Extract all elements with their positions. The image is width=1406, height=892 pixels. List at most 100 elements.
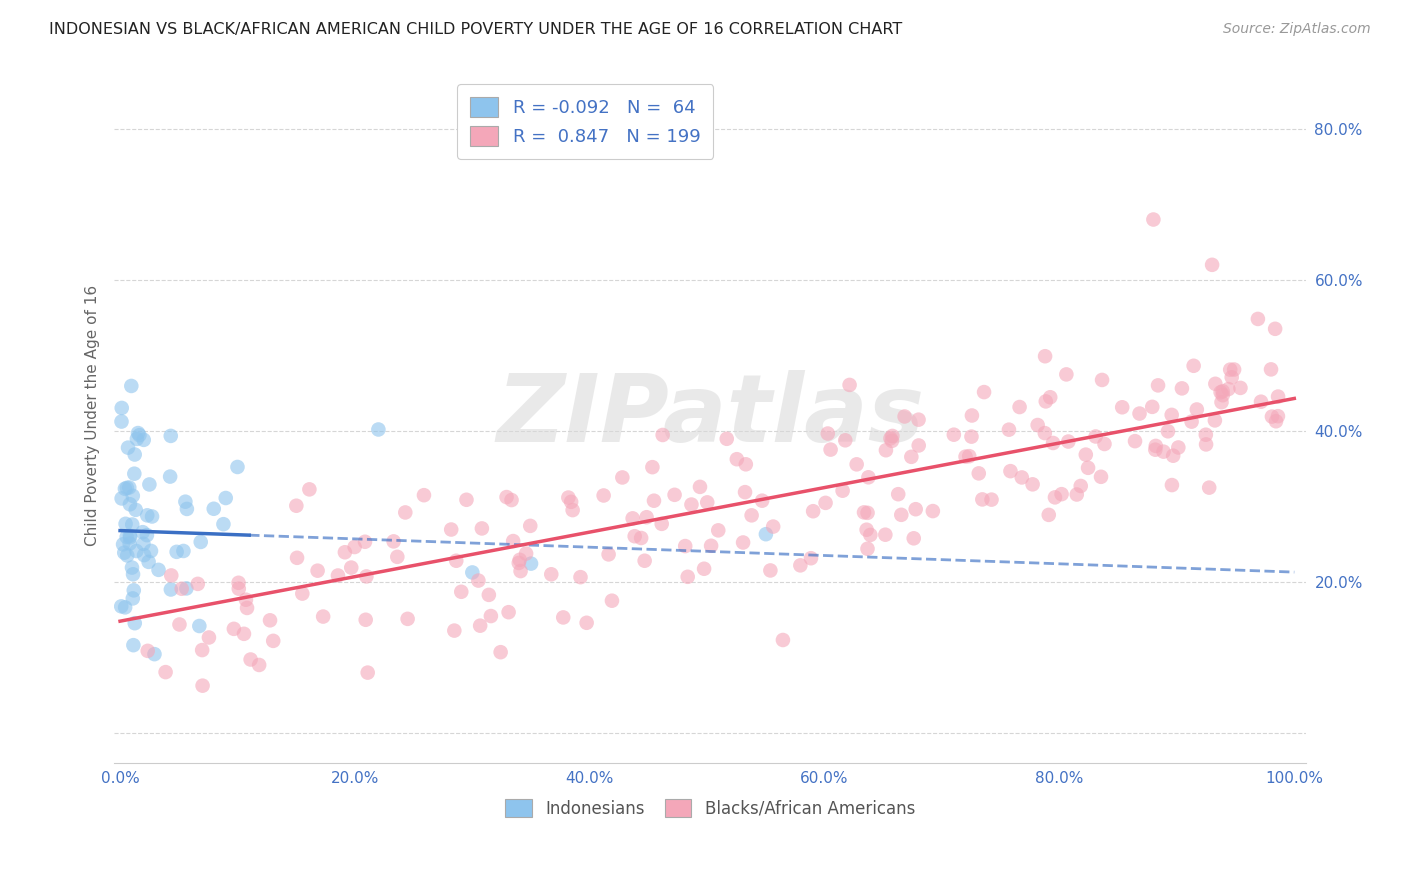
Point xyxy=(696,495,718,509)
Point xyxy=(592,488,614,502)
Point xyxy=(1026,417,1049,432)
Point xyxy=(312,609,335,624)
Point xyxy=(176,582,198,596)
Point xyxy=(1066,487,1088,501)
Point xyxy=(1247,312,1270,326)
Point xyxy=(166,545,188,559)
Point xyxy=(814,496,837,510)
Point xyxy=(174,494,197,508)
Point xyxy=(236,601,259,615)
Point xyxy=(875,443,897,458)
Point xyxy=(354,613,377,627)
Point xyxy=(882,429,904,443)
Point xyxy=(115,481,138,495)
Point xyxy=(139,544,162,558)
Point xyxy=(557,491,579,505)
Point xyxy=(1211,395,1233,409)
Point xyxy=(114,482,136,496)
Point xyxy=(955,450,977,464)
Point xyxy=(856,541,879,556)
Point xyxy=(1161,449,1184,463)
Point xyxy=(755,527,778,541)
Point xyxy=(228,575,250,590)
Point xyxy=(540,567,562,582)
Point xyxy=(1223,362,1246,376)
Point xyxy=(960,429,983,443)
Point xyxy=(138,555,160,569)
Point xyxy=(1144,442,1167,457)
Point xyxy=(967,467,990,481)
Point xyxy=(1038,508,1060,522)
Point xyxy=(176,502,198,516)
Point xyxy=(471,521,494,535)
Point xyxy=(188,619,211,633)
Legend: Indonesians, Blacks/African Americans: Indonesians, Blacks/African Americans xyxy=(499,792,922,824)
Text: Source: ZipAtlas.com: Source: ZipAtlas.com xyxy=(1223,22,1371,37)
Point xyxy=(800,551,823,566)
Point xyxy=(132,433,155,447)
Point xyxy=(600,593,623,607)
Point xyxy=(135,528,157,542)
Point xyxy=(664,488,686,502)
Point xyxy=(110,415,132,429)
Point xyxy=(118,529,141,543)
Point xyxy=(1212,388,1234,402)
Point xyxy=(1011,470,1033,484)
Point xyxy=(478,588,501,602)
Point xyxy=(1142,212,1164,227)
Point xyxy=(470,618,492,632)
Point xyxy=(957,449,980,463)
Point xyxy=(887,487,910,501)
Point xyxy=(1182,359,1205,373)
Point xyxy=(117,549,139,563)
Point xyxy=(212,517,235,532)
Point xyxy=(467,574,489,588)
Point xyxy=(734,485,756,500)
Point xyxy=(1265,414,1288,428)
Point xyxy=(198,631,221,645)
Point xyxy=(172,544,194,558)
Point xyxy=(598,548,620,562)
Point xyxy=(1042,436,1064,450)
Point xyxy=(689,480,711,494)
Point xyxy=(733,535,755,549)
Text: INDONESIAN VS BLACK/AFRICAN AMERICAN CHILD POVERTY UNDER THE AGE OF 16 CORRELATI: INDONESIAN VS BLACK/AFRICAN AMERICAN CHI… xyxy=(49,22,903,37)
Point xyxy=(141,509,163,524)
Point xyxy=(942,427,965,442)
Point xyxy=(998,423,1021,437)
Point xyxy=(118,497,141,511)
Point xyxy=(190,535,212,549)
Point xyxy=(890,508,912,522)
Point xyxy=(148,563,170,577)
Point xyxy=(673,539,696,553)
Point xyxy=(509,564,531,578)
Point xyxy=(636,510,658,524)
Point xyxy=(1128,407,1150,421)
Point xyxy=(120,379,142,393)
Point xyxy=(1261,409,1284,424)
Point xyxy=(893,409,915,424)
Point xyxy=(630,531,652,545)
Point xyxy=(191,679,214,693)
Point xyxy=(132,548,155,562)
Point xyxy=(394,505,416,519)
Point xyxy=(508,556,530,570)
Point xyxy=(124,448,146,462)
Point xyxy=(676,570,699,584)
Point xyxy=(354,534,377,549)
Point xyxy=(155,665,177,679)
Point xyxy=(1201,258,1223,272)
Point xyxy=(1153,444,1175,458)
Point xyxy=(858,470,880,484)
Point xyxy=(132,537,155,551)
Point xyxy=(623,529,645,543)
Point xyxy=(115,530,138,544)
Point xyxy=(1204,376,1226,391)
Point xyxy=(143,647,166,661)
Point xyxy=(1033,349,1056,363)
Point xyxy=(479,609,502,624)
Point xyxy=(215,491,238,505)
Point xyxy=(502,534,524,549)
Point xyxy=(519,519,541,533)
Point xyxy=(235,592,257,607)
